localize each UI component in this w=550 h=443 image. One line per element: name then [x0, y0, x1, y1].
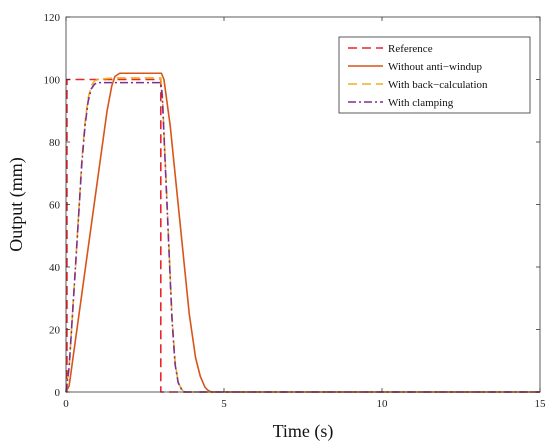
chart-ticks: 0 5 10 15 0 20 40 60 80 100 120 [44, 12, 547, 410]
series-line-4 [65, 81, 540, 393]
legend-box [338, 36, 531, 114]
x-tick-label: 5 [221, 398, 227, 410]
y-tick-label: 100 [44, 75, 61, 87]
x-tick-label: 10 [377, 398, 389, 410]
series-line-2 [65, 72, 540, 393]
x-axis-label: Time (s) [273, 421, 334, 442]
legend-label-1: Reference [388, 43, 433, 55]
legend: Reference Without anti−windup With back−ca… [338, 36, 531, 114]
legend-label-4: With clamping [388, 97, 454, 109]
legend-label-2: Without anti−windup [388, 61, 483, 73]
y-tick-label: 0 [55, 387, 61, 399]
y-axis-label: Output (mm) [6, 157, 27, 252]
y-tick-label: 40 [49, 262, 61, 274]
y-tick-label: 80 [49, 137, 61, 149]
x-tick-label: 15 [535, 398, 547, 410]
x-tick-label: 0 [63, 398, 69, 410]
y-tick-label: 120 [44, 12, 61, 24]
y-tick-label: 60 [49, 200, 61, 212]
y-tick-label: 20 [49, 325, 61, 337]
legend-label-3: With back−calculation [388, 79, 488, 91]
